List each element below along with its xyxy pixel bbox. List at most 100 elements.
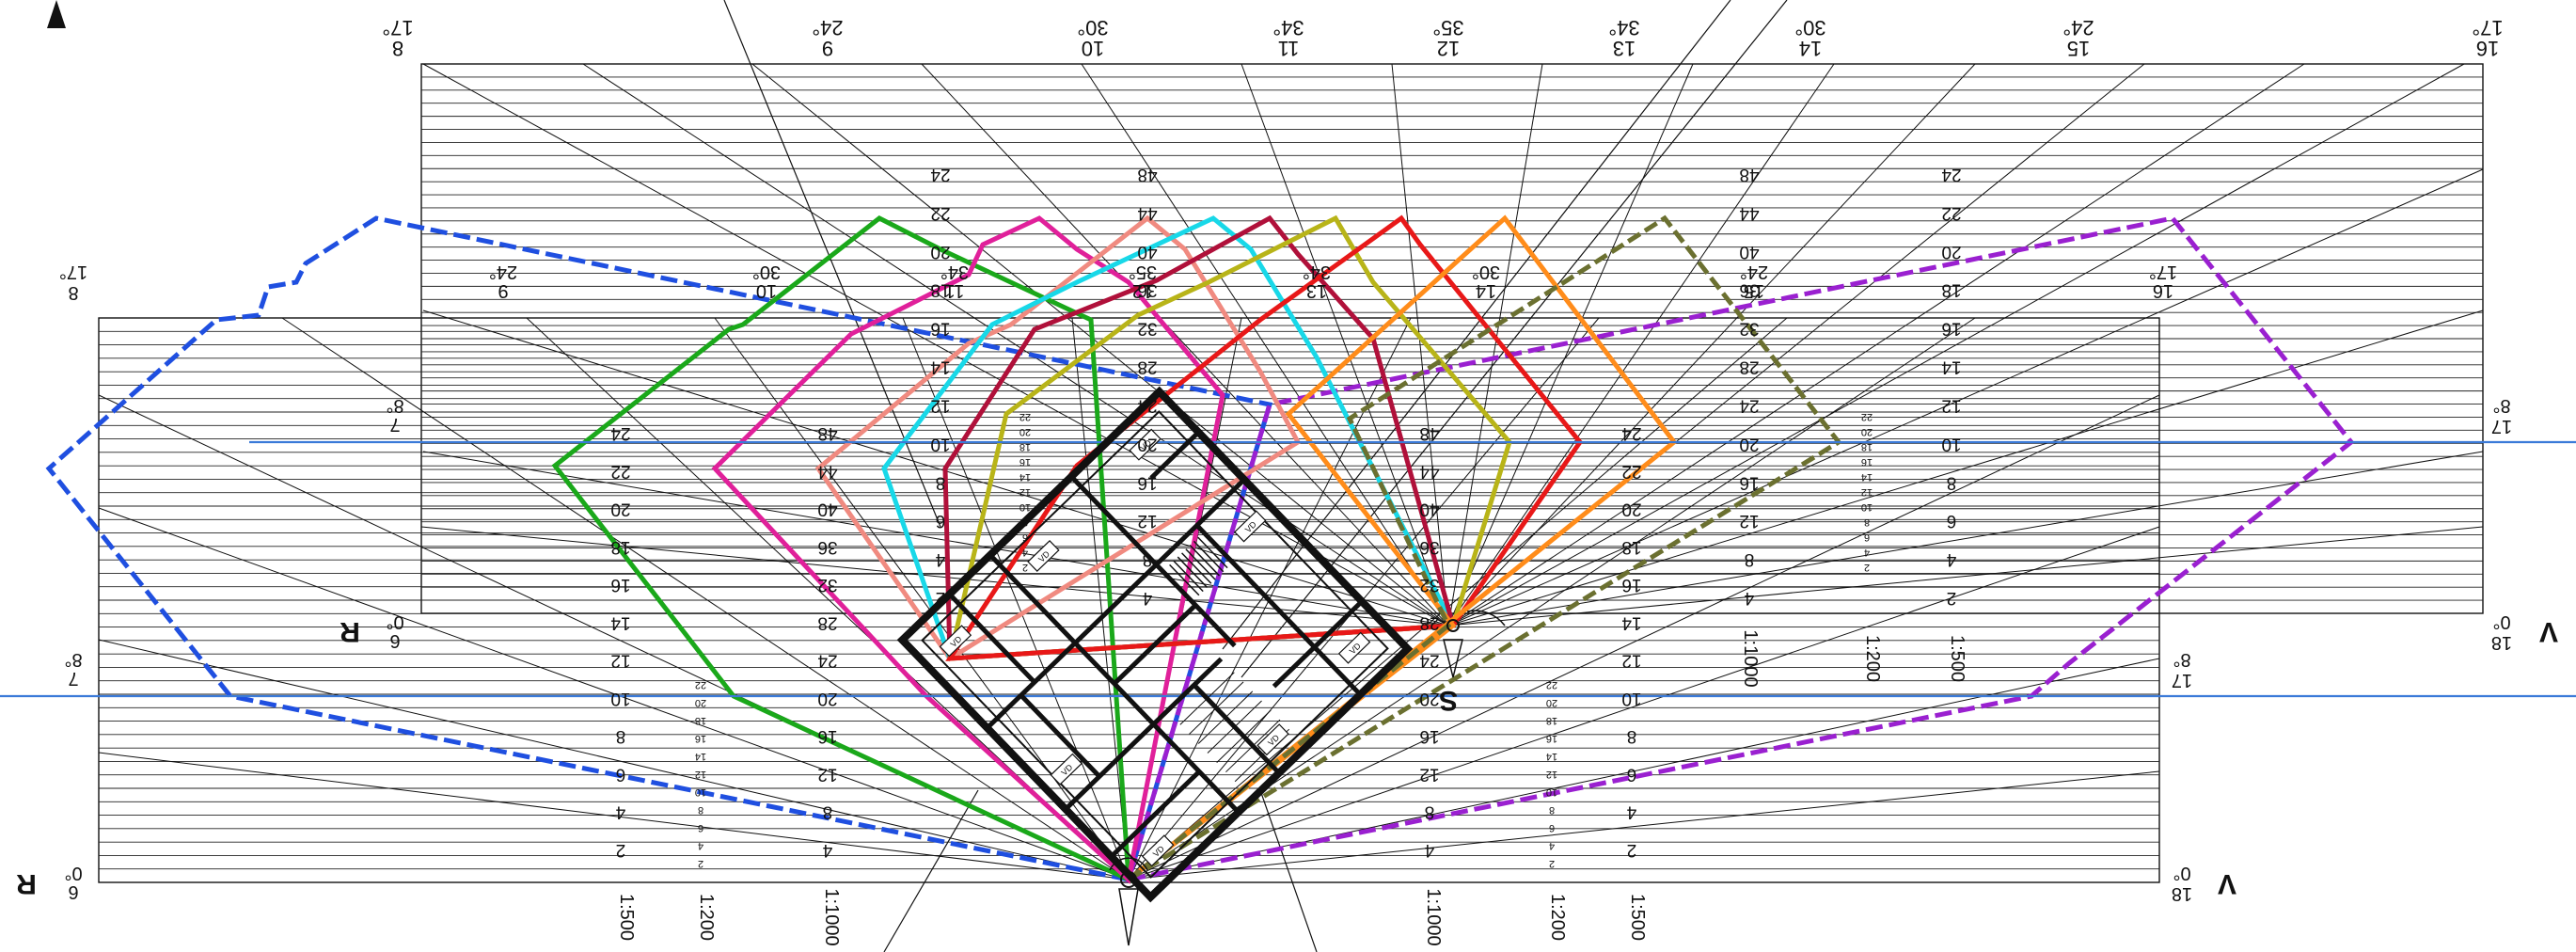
height-scale-small: 6 <box>1549 822 1555 833</box>
height-scale-tick: 20 <box>610 500 630 519</box>
height-scale-small: 4 <box>1022 547 1028 558</box>
interior-wall <box>1019 693 1101 779</box>
height-scale-small: 16 <box>695 733 706 744</box>
upper-ruler-degree: 24° <box>489 262 517 282</box>
upper-ruler-degree: 30° <box>752 262 781 282</box>
height-scale-tick: 4 <box>935 549 945 569</box>
height-scale-tick: 8 <box>1745 549 1755 569</box>
height-scale-tick: 4 <box>822 840 832 860</box>
height-scale-tick: 2 <box>1947 588 1957 608</box>
height-scale-tick: 32 <box>1739 319 1759 339</box>
height-scale-tick: 48 <box>1137 165 1157 184</box>
height-scale-small: 20 <box>695 697 706 708</box>
upper-ruler-number: 12 <box>1132 280 1153 301</box>
sun-ray-lower <box>1071 317 1130 881</box>
height-scale-small: 16 <box>1019 456 1031 468</box>
height-scale-tick: 36 <box>1739 280 1759 300</box>
height-scale-tick: 4 <box>1946 549 1956 569</box>
upper-ruler-degree: 35° <box>1129 262 1157 282</box>
interior-wall <box>985 478 1246 730</box>
left-degree: 17° <box>59 262 87 282</box>
left-degree: 0° <box>64 863 82 883</box>
room-tag-box <box>939 625 972 658</box>
right-number: 17 <box>2172 670 2192 690</box>
upper-ruler-number: 10 <box>756 280 777 301</box>
height-scale-tick: 48 <box>1739 165 1759 184</box>
left-degree: 0° <box>386 611 403 632</box>
top-ruler-degree: 34° <box>1272 16 1304 40</box>
room-hatch-line <box>1179 672 1235 725</box>
height-scale-tick: 16 <box>1739 472 1759 492</box>
height-scale-small: 10 <box>695 786 706 798</box>
height-scale-tick: 4 <box>1424 840 1434 860</box>
top-ruler-degree: 24° <box>2062 16 2094 40</box>
height-scale-tick: 6 <box>616 764 626 784</box>
right-degree: 0° <box>2492 611 2510 632</box>
sun-ray-upper <box>1447 309 2484 627</box>
south-s-letter: S <box>1439 685 1458 716</box>
height-scale-tick: 22 <box>1941 203 1961 223</box>
interior-wall <box>1149 430 1201 480</box>
scale-label: 1:1000 <box>1740 629 1761 687</box>
shadow-outline-5 <box>881 215 1457 661</box>
height-scale-small: 4 <box>698 840 703 851</box>
room-tag-box <box>1129 428 1162 461</box>
room-tag-box <box>1142 834 1175 867</box>
right-degree: 8° <box>2492 395 2510 416</box>
top-ruler-number: 15 <box>2067 37 2090 60</box>
height-scale-tick: 12 <box>610 651 630 671</box>
right-v-letter: V <box>2539 616 2558 647</box>
height-scale-small: 22 <box>1861 411 1873 422</box>
upper-ruler-number: 15 <box>1744 280 1764 301</box>
top-ruler-number: 14 <box>1799 37 1822 60</box>
height-scale-tick: 12 <box>1739 511 1759 531</box>
origin-arc <box>1109 857 1148 871</box>
scale-label: 1:500 <box>1947 635 1968 682</box>
left-degree: 8° <box>64 649 82 670</box>
sun-ray-upper <box>1447 526 2484 627</box>
shadow-outline-10 <box>1127 214 1842 882</box>
height-scale-small: 10 <box>1019 501 1031 513</box>
scale-label: 1:1000 <box>821 888 842 945</box>
height-scale-tick: 22 <box>930 203 950 223</box>
height-scale-tick: 18 <box>1941 280 1961 300</box>
sun-ray-upper <box>582 63 1449 627</box>
scale-label: 1:1000 <box>1423 888 1444 945</box>
top-ruler-number: 8 <box>392 37 403 60</box>
height-scale-tick: 36 <box>1419 537 1439 557</box>
height-scale-tick: 4 <box>1744 588 1754 608</box>
scale-label: 1:200 <box>696 894 717 941</box>
height-scale-tick: 20 <box>1621 500 1641 519</box>
height-scale-tick: 8 <box>1947 472 1957 492</box>
height-scale-tick: 16 <box>1621 575 1641 595</box>
height-scale-tick: 20 <box>1419 689 1439 708</box>
height-scale-tick: 12 <box>817 764 837 784</box>
top-ruler-degree: 17° <box>2472 16 2503 40</box>
height-scale-tick: 32 <box>817 575 837 595</box>
height-scale-tick: 40 <box>1137 242 1157 262</box>
room-tag-box <box>1337 631 1371 664</box>
height-scale-small: 16 <box>1546 733 1557 744</box>
sun-ray-upper <box>1241 63 1449 627</box>
height-scale-tick: 20 <box>817 689 837 708</box>
horizon-lines <box>0 440 2576 698</box>
sun-ray-lower <box>1128 317 1788 881</box>
height-scale-small: 20 <box>1019 426 1031 437</box>
height-scale-tick: 24 <box>1941 165 1962 184</box>
height-scale-tick: 24 <box>1621 423 1642 443</box>
sun-ray-upper <box>1447 63 2305 627</box>
room-tag-box <box>1027 539 1060 572</box>
right-number: 17 <box>2491 416 2512 436</box>
right-v-letter: V <box>2218 868 2236 899</box>
sun-ray-lower <box>1128 394 2160 881</box>
height-scale-tick: 10 <box>1621 689 1641 708</box>
height-scale-small: 6 <box>1864 532 1870 543</box>
height-scale-tick: 24 <box>1739 395 1760 415</box>
height-scale-small: 22 <box>695 679 706 690</box>
top-ruler-degree: 17° <box>382 16 413 40</box>
scale-label: 1:500 <box>616 894 637 941</box>
height-scale-tick: 24 <box>1137 395 1158 415</box>
height-scale-tick: 16 <box>930 319 950 339</box>
upper-ruler-number: 14 <box>1476 280 1496 301</box>
